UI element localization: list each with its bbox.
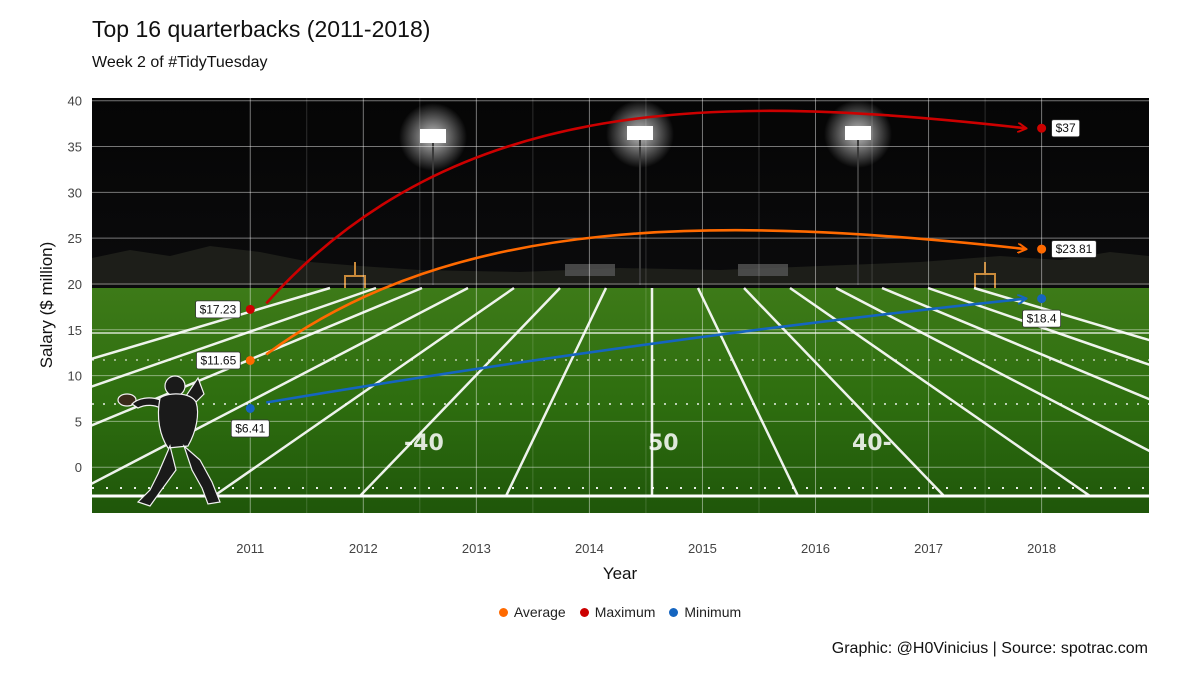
y-tick-label: 10 xyxy=(68,369,82,384)
x-tick-label: 2018 xyxy=(1027,541,1056,556)
data-label: $6.41 xyxy=(230,419,270,438)
goal-post-icon xyxy=(344,262,996,288)
svg-text:$6.41: $6.41 xyxy=(235,421,265,435)
x-tick-label: 2012 xyxy=(349,541,378,556)
x-tick-label: 2014 xyxy=(575,541,604,556)
y-tick-label: 25 xyxy=(68,231,82,246)
data-label: $17.23 xyxy=(195,300,241,319)
point-maximum xyxy=(245,304,255,314)
x-axis-title: Year xyxy=(603,564,638,583)
point-minimum xyxy=(245,403,255,413)
legend-label: Maximum xyxy=(594,604,656,620)
data-label: $11.65 xyxy=(196,351,241,370)
chart-caption: Graphic: @H0Vinicius | Source: spotrac.c… xyxy=(831,640,1148,657)
legend: Average Maximum Minimum xyxy=(0,604,1200,620)
x-tick-label: 2015 xyxy=(688,541,717,556)
y-axis: 0 5 10 15 20 25 30 35 40 xyxy=(68,94,82,475)
data-label: $23.81 xyxy=(1051,240,1097,258)
x-axis: 2011 2012 2013 2014 2015 2016 2017 2018 xyxy=(236,541,1056,556)
chart-subtitle: Week 2 of #TidyTuesday xyxy=(92,54,268,71)
series-points xyxy=(245,123,1047,413)
legend-dot-icon xyxy=(498,607,508,617)
x-tick-label: 2011 xyxy=(236,541,264,556)
y-tick-label: 5 xyxy=(75,414,82,429)
x-tick-label: 2013 xyxy=(462,541,491,556)
chart-title: Top 16 quarterbacks (2011-2018) xyxy=(92,16,431,42)
quarterback-silhouette-icon xyxy=(117,375,221,507)
legend-dot-icon xyxy=(669,607,679,617)
y-tick-label: 15 xyxy=(68,323,82,338)
series-arrows xyxy=(265,109,1025,404)
svg-text:$11.65: $11.65 xyxy=(200,353,236,367)
arrow-average xyxy=(265,228,1025,356)
y-tick-label: 30 xyxy=(68,185,82,200)
svg-text:-40: -40 xyxy=(404,431,444,456)
data-label: $18.4 xyxy=(1022,309,1062,328)
legend-dot-icon xyxy=(579,607,589,617)
point-average xyxy=(1037,244,1047,254)
point-minimum xyxy=(1037,294,1047,304)
stadium-light-icon xyxy=(399,103,467,285)
legend-label: Average xyxy=(513,604,566,620)
arrow-maximum xyxy=(265,109,1025,305)
grid-lines xyxy=(92,98,1149,513)
svg-text:$37: $37 xyxy=(1056,121,1076,135)
point-maximum xyxy=(1037,123,1047,133)
legend-item-maximum: Maximum xyxy=(579,604,656,620)
y-tick-label: 20 xyxy=(68,277,82,292)
x-tick-label: 2017 xyxy=(914,541,943,556)
svg-text:50: 50 xyxy=(648,431,679,456)
x-tick-label: 2016 xyxy=(801,541,830,556)
stadium-light-icon xyxy=(824,100,892,285)
y-tick-label: 35 xyxy=(68,140,82,155)
svg-text:$23.81: $23.81 xyxy=(1056,242,1093,256)
data-label: $37 xyxy=(1051,119,1081,138)
svg-text:$17.23: $17.23 xyxy=(200,302,237,316)
football-field-background: -40 50 40- xyxy=(92,98,1149,513)
data-labels: $11.65 $23.81 $17.23 $37 $6.41 $18.4 xyxy=(195,119,1097,438)
legend-label: Minimum xyxy=(684,604,742,620)
y-tick-label: 0 xyxy=(75,460,82,475)
arrow-minimum xyxy=(266,299,1025,404)
y-axis-title: Salary ($ million) xyxy=(37,242,56,369)
y-tick-label: 40 xyxy=(68,94,82,109)
point-average xyxy=(245,355,255,365)
svg-text:40-: 40- xyxy=(852,431,892,456)
legend-item-minimum: Minimum xyxy=(669,604,741,620)
legend-item-average: Average xyxy=(498,604,566,620)
svg-text:$18.4: $18.4 xyxy=(1027,312,1057,326)
